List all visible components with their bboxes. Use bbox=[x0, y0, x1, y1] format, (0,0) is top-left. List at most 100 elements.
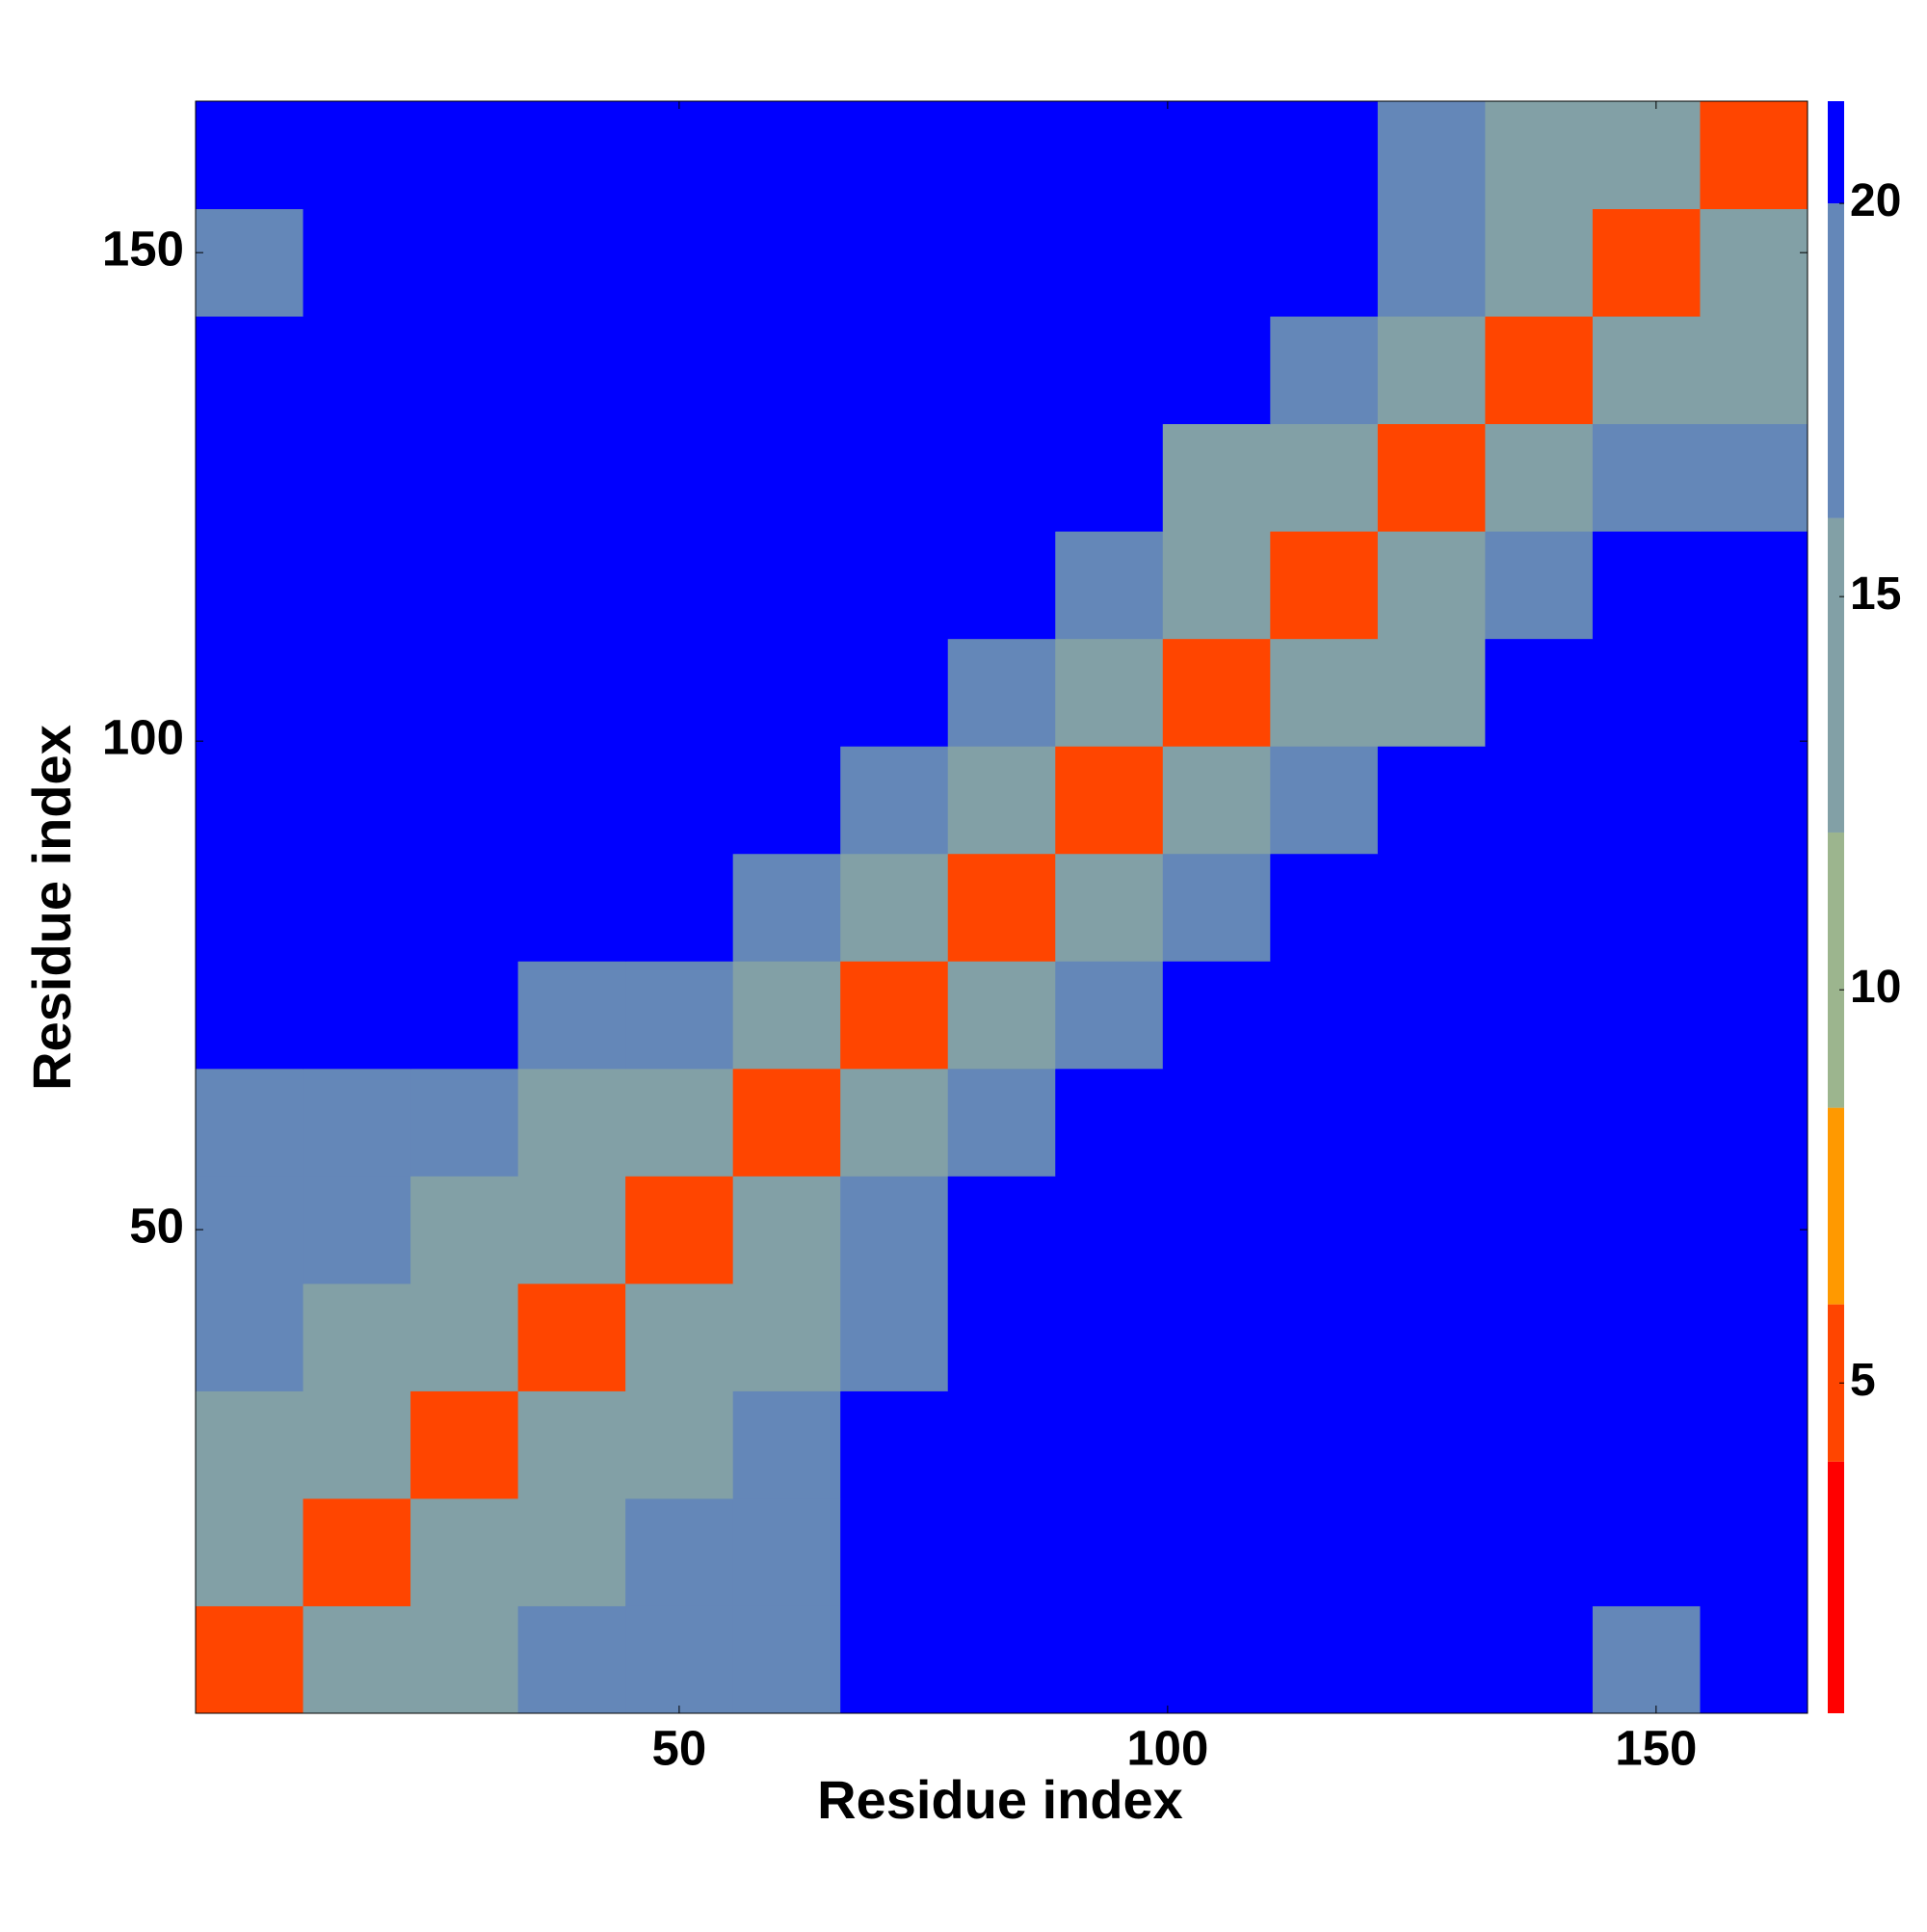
heatmap-cell bbox=[840, 961, 949, 1070]
heatmap-cell bbox=[625, 1605, 734, 1714]
heatmap-cell bbox=[303, 638, 411, 747]
heatmap-cell bbox=[1055, 531, 1164, 640]
heatmap-cell bbox=[1377, 1390, 1486, 1499]
heatmap-cell bbox=[947, 1497, 1056, 1606]
heatmap-cell bbox=[947, 1176, 1056, 1284]
y-axis-label: Residue index bbox=[21, 725, 82, 1091]
heatmap-cell bbox=[1377, 638, 1486, 747]
colorbar-segment bbox=[1828, 101, 1844, 204]
heatmap-cell bbox=[1377, 1283, 1486, 1391]
heatmap-cell bbox=[1055, 746, 1164, 855]
heatmap-cell bbox=[303, 423, 411, 532]
heatmap-cell bbox=[410, 1283, 519, 1391]
heatmap-cell bbox=[1377, 1497, 1486, 1606]
heatmap-cell bbox=[196, 1283, 304, 1391]
y-tick-label: 100 bbox=[102, 710, 184, 765]
heatmap-cell bbox=[840, 531, 949, 640]
heatmap-cell bbox=[1270, 746, 1379, 855]
heatmap-cell bbox=[410, 1176, 519, 1284]
heatmap-cell bbox=[1700, 531, 1808, 640]
heatmap-cell bbox=[947, 531, 1056, 640]
heatmap-cell bbox=[1270, 1390, 1379, 1499]
heatmap-cell bbox=[1055, 1283, 1164, 1391]
heatmap-cell bbox=[517, 1176, 626, 1284]
heatmap-cell bbox=[517, 316, 626, 425]
heatmap-cell bbox=[947, 961, 1056, 1070]
heatmap-cell bbox=[1700, 208, 1808, 317]
heatmap-cell bbox=[1055, 1176, 1164, 1284]
colorbar-tick-label: 5 bbox=[1850, 1355, 1876, 1406]
heatmap-cell bbox=[1700, 638, 1808, 747]
heatmap-cell bbox=[410, 1068, 519, 1177]
heatmap-cell bbox=[1055, 1605, 1164, 1714]
heatmap-cell bbox=[840, 423, 949, 532]
heatmap-cell bbox=[1592, 316, 1701, 425]
heatmap-cell bbox=[1377, 316, 1486, 425]
heatmap-cell bbox=[1592, 208, 1701, 317]
colorbar-segment bbox=[1828, 203, 1844, 518]
colorbar-tick-label: 20 bbox=[1850, 175, 1901, 226]
heatmap-cell bbox=[625, 208, 734, 317]
heatmap-cell bbox=[1270, 531, 1379, 640]
heatmap-cell bbox=[303, 1068, 411, 1177]
heatmap-cell bbox=[1270, 1283, 1379, 1391]
heatmap-cell bbox=[1592, 1176, 1701, 1284]
heatmap-cell bbox=[517, 531, 626, 640]
heatmap-cell bbox=[1377, 531, 1486, 640]
heatmap-cell bbox=[732, 531, 841, 640]
heatmap-cell bbox=[1055, 961, 1164, 1070]
heatmap-cell bbox=[625, 531, 734, 640]
heatmap-cell bbox=[732, 1068, 841, 1177]
heatmap-cell bbox=[1700, 1605, 1808, 1714]
heatmap-cell bbox=[1270, 1497, 1379, 1606]
heatmap-cell bbox=[196, 1068, 304, 1177]
heatmap-cell bbox=[1270, 1605, 1379, 1714]
heatmap-cell bbox=[1162, 101, 1271, 210]
heatmap-cell bbox=[840, 638, 949, 747]
colorbar-tick-label: 10 bbox=[1850, 962, 1901, 1013]
heatmap-cell bbox=[1270, 1176, 1379, 1284]
heatmap-cell bbox=[517, 638, 626, 747]
heatmap-cell bbox=[625, 1497, 734, 1606]
heatmap-cell bbox=[517, 961, 626, 1070]
heatmap-cell bbox=[1055, 638, 1164, 747]
heatmap-cell bbox=[1592, 1390, 1701, 1499]
heatmap-cell bbox=[517, 746, 626, 855]
heatmap-cell bbox=[947, 746, 1056, 855]
heatmap-cell bbox=[1592, 1497, 1701, 1606]
heatmap-cell bbox=[1592, 423, 1701, 532]
heatmap-cell bbox=[196, 746, 304, 855]
heatmap-cell bbox=[1485, 208, 1594, 317]
heatmap-cell bbox=[1162, 1497, 1271, 1606]
heatmap-cell bbox=[1485, 1497, 1594, 1606]
heatmap-cell bbox=[625, 423, 734, 532]
heatmap-cell bbox=[840, 1605, 949, 1714]
x-tick-label: 50 bbox=[652, 1720, 707, 1775]
heatmap-cell bbox=[732, 1283, 841, 1391]
heatmap-cell bbox=[625, 316, 734, 425]
heatmap-cell bbox=[1162, 1283, 1271, 1391]
heatmap-cell bbox=[1592, 746, 1701, 855]
heatmap-cell bbox=[1377, 961, 1486, 1070]
heatmap-cell bbox=[947, 853, 1056, 962]
colorbar-segment bbox=[1828, 517, 1844, 833]
heatmap-cell bbox=[410, 1497, 519, 1606]
heatmap-cell bbox=[1162, 531, 1271, 640]
heatmap-cell bbox=[1485, 853, 1594, 962]
heatmap-cell bbox=[1162, 423, 1271, 532]
heatmap-cell bbox=[1162, 208, 1271, 317]
heatmap-cell bbox=[840, 1390, 949, 1499]
heatmap-cell bbox=[1592, 853, 1701, 962]
heatmap-cell bbox=[196, 423, 304, 532]
heatmap-cell bbox=[840, 1497, 949, 1606]
heatmap-cell bbox=[303, 1605, 411, 1714]
heatmap-cell bbox=[517, 423, 626, 532]
heatmap-cell bbox=[625, 638, 734, 747]
heatmap-cell bbox=[947, 101, 1056, 210]
colorbar-segment bbox=[1828, 1461, 1844, 1713]
heatmap-cell bbox=[1700, 316, 1808, 425]
heatmap-cell bbox=[303, 746, 411, 855]
heatmap-cell bbox=[625, 746, 734, 855]
heatmap-cell bbox=[1700, 101, 1808, 210]
heatmap-cell bbox=[196, 208, 304, 317]
